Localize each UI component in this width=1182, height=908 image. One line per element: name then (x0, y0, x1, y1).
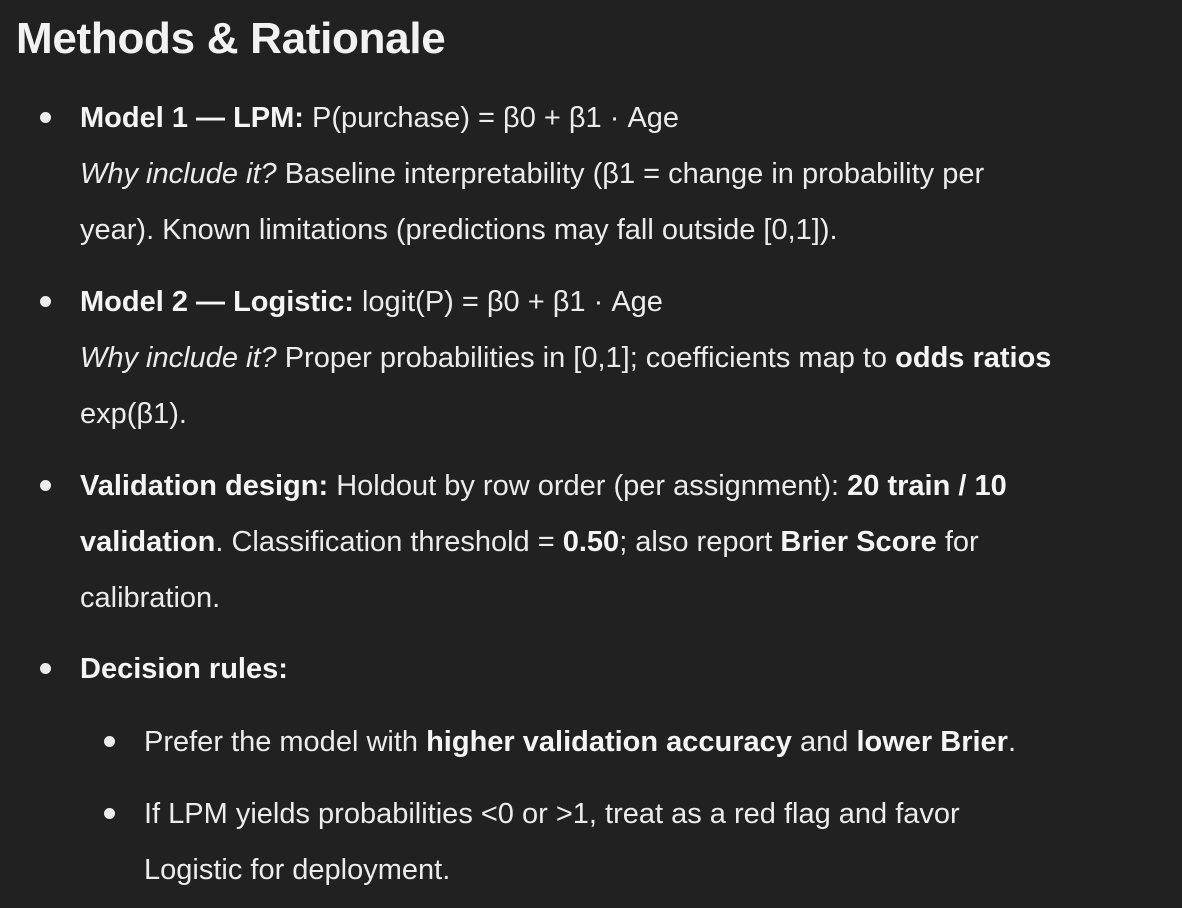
sub-item-rule2: If LPM yields probabilities <0 or >1, tr… (104, 786, 1174, 898)
list-item-validation: Validation design: Holdout by row order … (40, 458, 1180, 626)
rule1-accuracy: higher validation accuracy (426, 726, 792, 758)
list-item-model2: Model 2 — Logistic: logit(P) = β0 + β1 ·… (40, 274, 1180, 442)
model1-why: Why include it? (80, 158, 277, 190)
brier-score: Brier Score (780, 526, 937, 558)
odds-ratios: odds ratios (895, 342, 1052, 374)
model1-formula: P(purchase) = β0 + β1 · Age (312, 102, 680, 134)
model1-rationale-a: Baseline interpretability (β1 = change i… (284, 158, 985, 190)
validation-text-b: . Classification threshold = (215, 526, 555, 558)
validation-text-d: for (944, 526, 979, 558)
model1-label: Model 1 — LPM: (80, 102, 304, 134)
validation-label: Validation design: (80, 470, 329, 502)
rule2-text-b: Logistic for deployment. (144, 854, 451, 886)
bullet-icon (40, 112, 51, 123)
threshold-value: 0.50 (562, 526, 620, 558)
model2-rationale-b: exp(β1). (80, 398, 187, 430)
bullet-icon (40, 663, 51, 674)
bullet-icon (104, 736, 115, 747)
rule1-brier: lower Brier (856, 726, 1008, 758)
model2-rationale-a: Proper probabilities in [0,1]; coefficie… (284, 342, 888, 374)
list-item-decision: Decision rules: (40, 641, 1180, 697)
split-b: validation (80, 526, 216, 558)
validation-text-a: Holdout by row order (per assignment): (336, 470, 840, 502)
validation-text-c: ; also report (619, 526, 773, 558)
rule2-text-a: If LPM yields probabilities <0 or >1, tr… (144, 798, 960, 830)
bullet-icon (40, 480, 51, 491)
rule1-text-c: . (1007, 726, 1017, 758)
model2-why: Why include it? (80, 342, 277, 374)
bullet-icon (104, 808, 115, 819)
section-heading: Methods & Rationale (16, 14, 446, 63)
model2-label: Model 2 — Logistic: (80, 286, 354, 318)
sub-item-rule1: Prefer the model with higher validation … (104, 714, 1174, 770)
list-item-model1: Model 1 — LPM: P(purchase) = β0 + β1 · A… (40, 90, 1180, 258)
rule1-text-b: and (800, 726, 849, 758)
bullet-icon (40, 296, 51, 307)
validation-text-e: calibration. (80, 582, 221, 614)
model1-rationale-b: year). Known limitations (predictions ma… (80, 214, 838, 246)
model2-formula: logit(P) = β0 + β1 · Age (361, 286, 663, 318)
rule1-text-a: Prefer the model with (144, 726, 419, 758)
decision-label: Decision rules: (80, 653, 288, 685)
split-a: 20 train / 10 (847, 470, 1007, 502)
